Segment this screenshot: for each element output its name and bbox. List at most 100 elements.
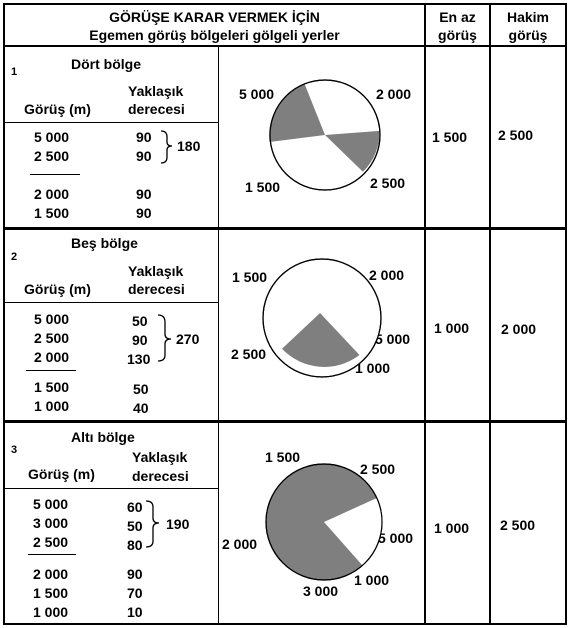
section-2-sector-2000 [282, 313, 360, 367]
section-1-vis-row-3: 2 000 [34, 186, 70, 202]
section-3-separator [28, 554, 76, 555]
section-3-table-rule [5, 488, 218, 489]
section-3-diagram-label: 2 000 [222, 536, 258, 552]
section-2-vis-row-2: 2 500 [34, 330, 70, 346]
section-3-diagram-label: 3 000 [303, 583, 339, 599]
section-2-visibility-circle [262, 258, 382, 378]
section-2-approx-header-1: Yaklaşık [128, 263, 184, 279]
section-1-title: Dört bölge [71, 56, 141, 72]
section-3-deg-row-6: 10 [127, 604, 143, 620]
section-2-circle-border [262, 258, 382, 378]
section-1-sector-5000 [269, 84, 325, 142]
section-1-vis-row-2: 2 500 [34, 148, 70, 164]
section-1-visibility-circle [269, 79, 381, 191]
section-1-deg-row-2: 90 [136, 148, 152, 164]
header-prevailing-visibility-line2: görüş [508, 27, 548, 43]
column-divider-max [489, 3, 491, 625]
table-diagram-divider-3 [218, 423, 219, 623]
section-2-title: Beş bölge [71, 235, 138, 251]
section-1-diagram-label: 1 500 [245, 179, 281, 195]
section-1-prevailing-visibility: 2 500 [498, 127, 534, 143]
section-3-approx-header-1: Yaklaşık [132, 449, 188, 465]
section-3-sum: 190 [166, 516, 190, 532]
section-1-bracket [160, 130, 173, 164]
section-3-title: Altı bölge [71, 429, 135, 445]
section-2-approx-header-2: derecesi [128, 281, 185, 297]
section-3-diagram-label: 1 000 [354, 572, 390, 588]
section-2-separator [26, 370, 76, 371]
section-1-number: 1 [11, 66, 18, 78]
header-title-line2: Egemen görüş bölgeleri gölgeli yerler [89, 27, 340, 43]
table-border-right [565, 3, 567, 625]
section-1-approx-header-1: Yaklaşık [128, 83, 184, 99]
section-3-deg-row-2: 50 [127, 518, 143, 534]
section-2-deg-row-3: 130 [127, 351, 151, 367]
header-divider [3, 45, 567, 47]
section-2-diagram-label: 5 000 [375, 331, 411, 347]
column-divider-min [424, 3, 426, 625]
section-1-approx-header-2: derecesi [128, 101, 185, 117]
section-2-deg-row-1: 50 [132, 313, 148, 329]
section-3-vis-row-5: 1 500 [33, 585, 69, 601]
section-3-approx-header-2: derecesi [132, 468, 189, 484]
section-1-min-visibility: 1 500 [432, 129, 468, 145]
section-3-deg-row-1: 60 [127, 499, 143, 515]
section-divider-1 [3, 227, 567, 230]
table-diagram-divider-2 [218, 230, 219, 420]
section-1-sector-2500 [325, 130, 380, 172]
section-3-circle-border [265, 463, 383, 581]
section-2-table-rule [5, 302, 218, 303]
section-3-visibility-header: Görüş (m) [28, 466, 95, 482]
section-1-deg-row-1: 90 [136, 129, 152, 145]
section-2-vis-row-5: 1 000 [34, 398, 70, 414]
section-3-bracket [145, 500, 160, 548]
section-2-vis-row-3: 2 000 [34, 349, 70, 365]
section-1-diagram-label: 5 000 [239, 86, 275, 102]
section-1-table-rule [5, 122, 218, 123]
section-2-prevailing-visibility: 2 000 [501, 321, 537, 337]
table-border-bottom [3, 623, 567, 625]
section-1-diagram-label: 2 500 [370, 175, 406, 191]
section-3-min-visibility: 1 000 [434, 520, 470, 536]
section-1-visibility-header: Görüş (m) [24, 101, 91, 117]
header-prevailing-visibility-line1: Hakim [506, 9, 550, 25]
table-border-left [3, 3, 5, 625]
section-2-min-visibility: 1 000 [434, 320, 470, 336]
section-2-sum: 270 [176, 331, 200, 347]
section-2-bracket [157, 314, 172, 362]
section-3-vis-row-1: 5 000 [33, 496, 69, 512]
header-min-visibility-line1: En az [439, 9, 476, 25]
section-3-prevailing-visibility: 2 500 [500, 517, 536, 533]
section-2-vis-row-1: 5 000 [34, 311, 70, 327]
section-3-visibility-circle [265, 463, 383, 581]
section-3-diagram-label: 2 500 [360, 461, 396, 477]
section-3-diagram-label: 5 000 [378, 530, 414, 546]
section-3-vis-row-6: 1 000 [33, 604, 69, 620]
section-3-deg-row-5: 70 [127, 585, 143, 601]
section-1-circle-border [269, 79, 381, 191]
table-diagram-divider-1 [218, 47, 219, 227]
section-2-diagram-label: 2 500 [231, 346, 267, 362]
section-3-deg-row-4: 90 [127, 566, 143, 582]
section-1-sum: 180 [177, 138, 201, 154]
section-1-diagram-label: 2 000 [376, 86, 412, 102]
section-2-diagram-label: 2 000 [369, 267, 405, 283]
section-3-vis-row-2: 3 000 [33, 515, 69, 531]
section-3-deg-row-3: 80 [127, 537, 143, 553]
table-border-top [3, 3, 567, 5]
header-title-line1: GÖRÜŞE KARAR VERMEK İÇİN [109, 9, 320, 25]
section-2-visibility-header: Görüş (m) [24, 281, 91, 297]
section-3-vis-row-3: 2 500 [33, 534, 69, 550]
section-2-diagram-label: 1 000 [355, 360, 391, 376]
section-2-diagram-label: 1 500 [232, 269, 268, 285]
section-1-vis-row-4: 1 500 [34, 205, 70, 221]
section-2-deg-row-4: 50 [133, 381, 149, 397]
section-1-separator [30, 174, 80, 175]
section-2-number: 2 [11, 251, 18, 263]
section-3-sector-5000 [324, 498, 383, 566]
section-1-deg-row-3: 90 [136, 186, 152, 202]
section-1-deg-row-4: 90 [136, 205, 152, 221]
section-2-deg-row-2: 90 [132, 332, 148, 348]
section-3-number: 3 [11, 444, 18, 456]
